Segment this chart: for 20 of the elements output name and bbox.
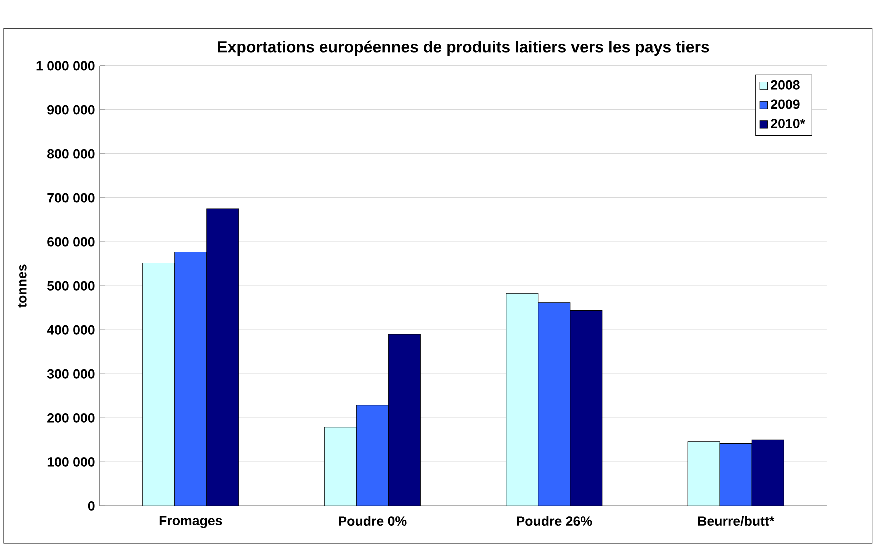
y-tick-label: 400 000	[47, 325, 95, 335]
y-tick-label: 200 000	[48, 413, 95, 423]
legend-label: 2010*	[771, 118, 806, 128]
y-tick-label: 600 000	[48, 237, 95, 247]
x-tick-label: Beurre/butt*	[698, 516, 775, 526]
y-tick-label: 900 000	[48, 105, 95, 115]
legend-label: 2008	[771, 80, 800, 90]
x-tick-label: Poudre 26%	[517, 516, 592, 526]
y-tick-label: 800 000	[48, 149, 95, 159]
y-tick-label: 100 000	[48, 457, 95, 467]
chart-title: Exportations européennes de produits laitiers vers les pays tiers	[218, 40, 710, 56]
legend-label: 2009	[771, 100, 800, 110]
y-tick-label: 700 000	[48, 193, 95, 203]
y-tick-label: 300 000	[47, 369, 95, 379]
x-tick-label: Poudre 0%	[339, 516, 407, 526]
y-tick-label: 1 000 000	[36, 61, 95, 71]
x-tick-label: Fromages	[160, 516, 222, 528]
y-tick-label: 500 000	[48, 281, 95, 291]
y-tick-label: 0	[88, 501, 95, 511]
y-axis-title: tonnes	[18, 264, 27, 308]
